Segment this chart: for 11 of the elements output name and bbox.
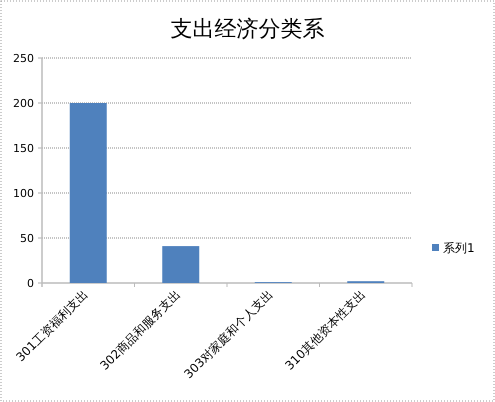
y-tick-label: 200 [13, 97, 34, 110]
y-tick-label: 250 [13, 52, 34, 65]
bar [70, 103, 107, 283]
legend-label: 系列1 [443, 241, 475, 255]
y-tick-label: 100 [13, 187, 34, 200]
chart-title: 支出经济分类系 [170, 17, 324, 42]
y-tick-label: 150 [13, 142, 34, 155]
bar [162, 246, 200, 283]
y-tick-label: 0 [27, 277, 34, 290]
y-tick-label: 50 [20, 232, 34, 245]
x-tick-label: 301工资福利支出 [13, 287, 90, 364]
